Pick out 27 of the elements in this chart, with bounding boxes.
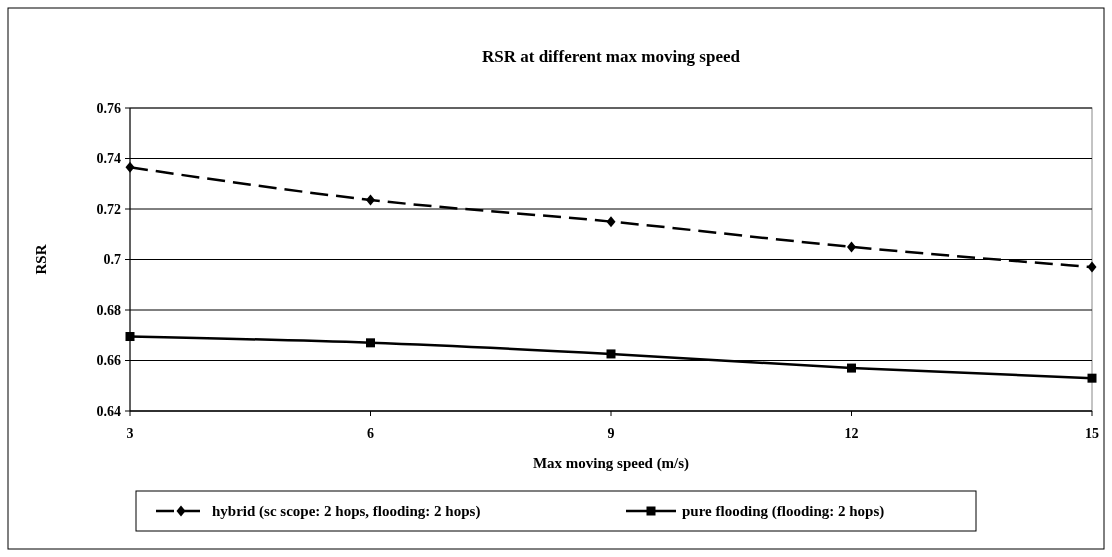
legend-label: hybrid (sc scope: 2 hops, flooding: 2 hops) — [212, 503, 481, 521]
x-tick-label: 9 — [607, 426, 615, 441]
point — [1087, 261, 1097, 273]
y-tick-label: 0.64 — [96, 403, 121, 419]
chart-title: RSR at different max moving speed — [482, 47, 741, 66]
y-axis-title: RSR — [33, 244, 49, 275]
y-tick-label: 0.68 — [96, 302, 121, 318]
x-tick-label: 15 — [1085, 426, 1099, 441]
y-tick-label: 0.66 — [96, 353, 121, 369]
point — [606, 216, 616, 228]
point — [606, 349, 616, 359]
point — [366, 338, 375, 348]
y-tick-label: 0.72 — [96, 201, 121, 217]
y-tick-label: 0.74 — [96, 151, 121, 167]
point — [366, 194, 375, 206]
x-tick-label: 3 — [126, 426, 134, 441]
y-tick-label: 0.76 — [96, 100, 121, 116]
x-axis-title: Max moving speed (m/s) — [532, 455, 690, 472]
x-tick-label: 6 — [367, 426, 374, 441]
point — [847, 363, 856, 373]
x-tick-label: 12 — [844, 426, 859, 441]
point — [847, 241, 856, 253]
y-tick-label: 0.7 — [103, 252, 121, 268]
legend-label: pure flooding (flooding: 2 hops) — [682, 503, 885, 521]
point — [125, 332, 135, 342]
point — [125, 161, 135, 173]
point — [1087, 373, 1097, 383]
